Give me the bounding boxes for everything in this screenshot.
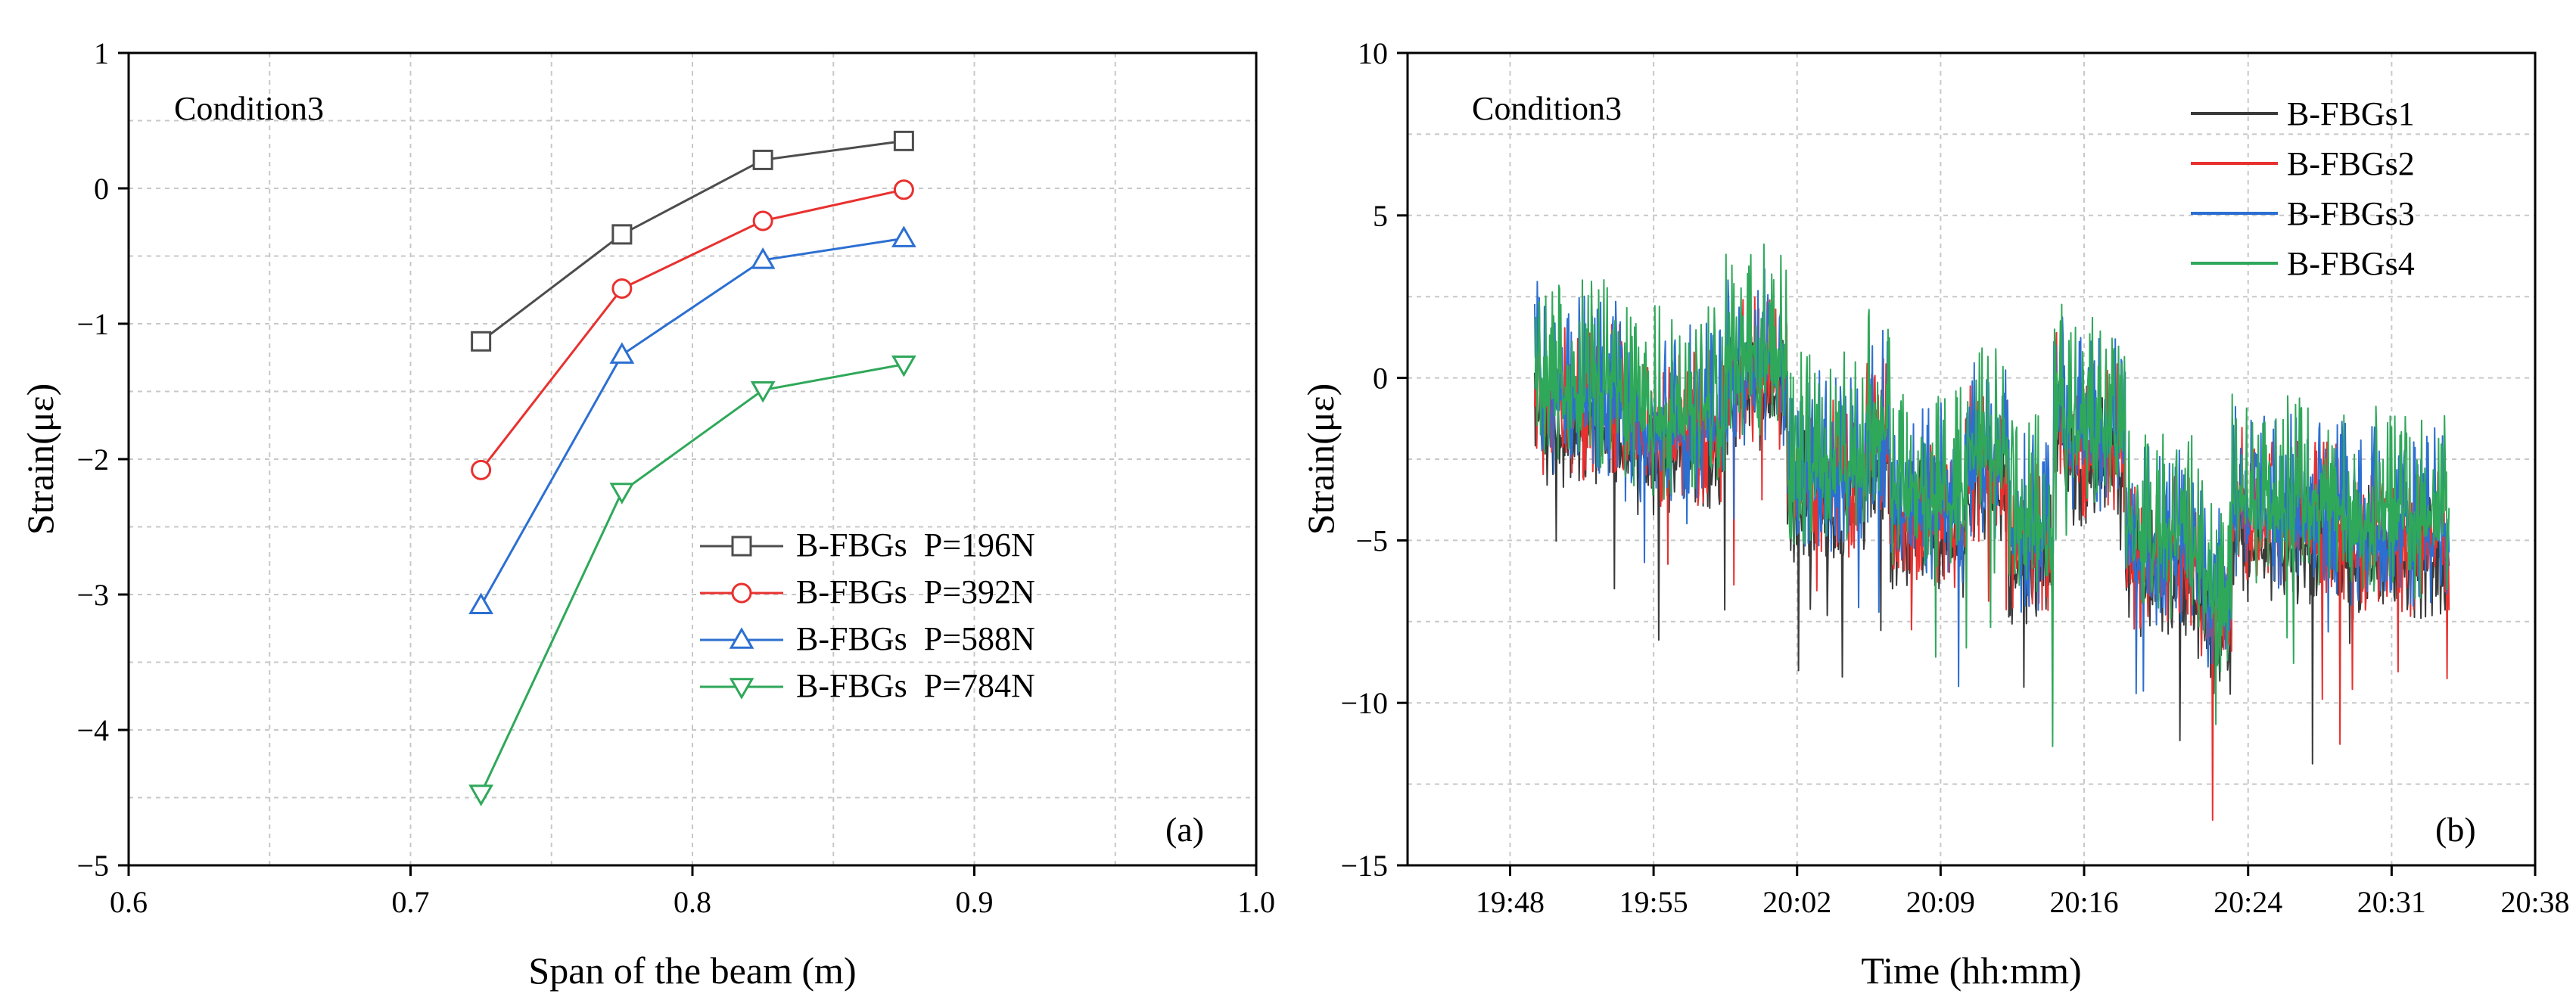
legend-marker-588: [700, 627, 783, 649]
panel-a-condition-label: Condition3: [174, 90, 324, 127]
legend-item-bfbgs2: B-FBGs2: [2191, 145, 2415, 182]
legend-symbol: [729, 678, 754, 700]
x-tick-label: 20:02: [1762, 885, 1831, 919]
series-b-fbgs-p-784n: [468, 356, 916, 806]
panel-a-span-strain-chart: 0.6 0.7 0.8 0.9 1.0 1 0 −1 −2 −3 −4 −5 Condition3 (…: [19, 36, 1275, 992]
series-b-fbgs-p-392n: [471, 179, 914, 480]
panel-b-plot-frame: [1406, 51, 2537, 867]
panel-b-condition-label: Condition3: [1472, 90, 1622, 127]
legend-item-392: B-FBGs P=392N: [700, 573, 1035, 610]
y-tick-label: −5: [76, 849, 109, 883]
series-line: [480, 237, 904, 607]
y-tick-label: 10: [1358, 36, 1388, 70]
y-tick-label: 0: [1373, 362, 1388, 396]
panel-a-y-axis-title: Strain(με): [19, 384, 61, 536]
data-point: [752, 149, 773, 170]
y-tick-label: −10: [1340, 686, 1388, 720]
data-point: [468, 784, 494, 806]
legend-symbol: [729, 627, 754, 649]
legend-marker-196: [700, 536, 783, 557]
legend-label-784: B-FBGs P=784N: [796, 667, 1035, 704]
panel-a-tag: (a): [1165, 810, 1204, 849]
legend-label-bfbgs3: B-FBGs3: [2287, 195, 2415, 232]
y-tick-label: −3: [76, 578, 109, 612]
x-tick-label: 19:48: [1476, 885, 1545, 919]
legend-label-196: B-FBGs P=196N: [796, 526, 1035, 564]
legend-item-bfbgs3: B-FBGs3: [2191, 195, 2415, 232]
x-tick-label: 20:24: [2214, 885, 2282, 919]
y-tick-label: −5: [1355, 523, 1388, 557]
panel-a-series: [468, 130, 916, 806]
y-tick-label: 5: [1373, 199, 1388, 233]
x-tick-label: 0.7: [392, 885, 430, 919]
data-point: [609, 342, 635, 364]
legend-symbol: [731, 536, 752, 557]
legend-label-392: B-FBGs P=392N: [796, 573, 1035, 610]
series-line: [480, 139, 904, 343]
legend-label-bfbgs2: B-FBGs2: [2287, 145, 2415, 182]
data-point: [611, 224, 633, 245]
legend-item-784: B-FBGs P=784N: [700, 667, 1035, 704]
panel-b-legend: B-FBGs1 B-FBGs2 B-FBGs3 B-FBGs4: [2191, 95, 2415, 282]
data-point: [750, 247, 776, 269]
series-line: [480, 363, 904, 794]
panel-b-x-axis-title: Time (hh:mm): [1861, 949, 2081, 992]
x-tick-label: 20:09: [1906, 885, 1975, 919]
data-point: [609, 483, 635, 505]
data-point: [471, 459, 492, 480]
legend-symbol: [731, 582, 752, 604]
panel-b-series: [1534, 243, 2450, 821]
data-point: [611, 278, 633, 299]
panel-a-x-axis-title: Span of the beam (m): [528, 949, 856, 992]
legend-item-bfbgs1: B-FBGs1: [2191, 95, 2415, 132]
series-b-fbgs-p-588n: [468, 225, 916, 615]
x-tick-label: 20:38: [2500, 885, 2569, 919]
legend-label-bfbgs4: B-FBGs4: [2287, 245, 2415, 282]
data-point: [750, 381, 776, 403]
panel-a-legend: B-FBGs P=196N B-FBGs P=392N B-FBGs P=588…: [700, 526, 1035, 704]
y-tick-label: −15: [1340, 849, 1388, 883]
data-point: [891, 225, 916, 247]
series-b-fbgs-p-196n: [471, 130, 914, 352]
series-line: [480, 188, 904, 471]
panel-b-tag: (b): [2435, 810, 2476, 849]
x-tick-label: 20:16: [2049, 885, 2118, 919]
x-tick-label: 0.6: [110, 885, 148, 919]
legend-label-588: B-FBGs P=588N: [796, 620, 1035, 657]
y-tick-label: 1: [94, 36, 109, 70]
data-point: [891, 356, 916, 377]
legend-marker-784: [700, 678, 783, 700]
x-tick-label: 0.9: [956, 885, 994, 919]
legend-item-588: B-FBGs P=588N: [700, 620, 1035, 657]
y-tick-label: 0: [94, 172, 109, 206]
data-point: [468, 592, 494, 615]
panel-b-time-strain-chart: 19:48 19:55 20:02 20:09 20:16 20:24 20:31 20:38…: [1299, 36, 2570, 992]
panel-a-ticks: 0.6 0.7 0.8 0.9 1.0 1 0 −1 −2 −3 −4 −5: [76, 36, 1275, 919]
x-tick-label: 19:55: [1619, 885, 1688, 919]
panel-a-grid: [129, 53, 1256, 865]
panel-b-y-axis-title: Strain(με): [1299, 384, 1342, 536]
data-point: [752, 210, 773, 231]
legend-label-bfbgs1: B-FBGs1: [2287, 95, 2415, 132]
x-tick-label: 1.0: [1237, 885, 1275, 919]
x-tick-label: 20:31: [2357, 885, 2426, 919]
legend-item-196: B-FBGs P=196N: [700, 526, 1035, 564]
x-tick-label: 0.8: [674, 885, 711, 919]
legend-marker-392: [700, 582, 783, 604]
data-point: [893, 130, 914, 151]
data-point: [471, 331, 492, 352]
y-tick-label: −2: [76, 442, 109, 477]
panel-b-ticks: 19:48 19:55 20:02 20:09 20:16 20:24 20:31 20:38…: [1340, 36, 2569, 919]
data-point: [893, 179, 914, 200]
series-b-fbgs4: [1534, 243, 2450, 747]
y-tick-label: −1: [76, 307, 109, 341]
legend-item-bfbgs4: B-FBGs4: [2191, 245, 2415, 282]
y-tick-label: −4: [76, 713, 109, 747]
